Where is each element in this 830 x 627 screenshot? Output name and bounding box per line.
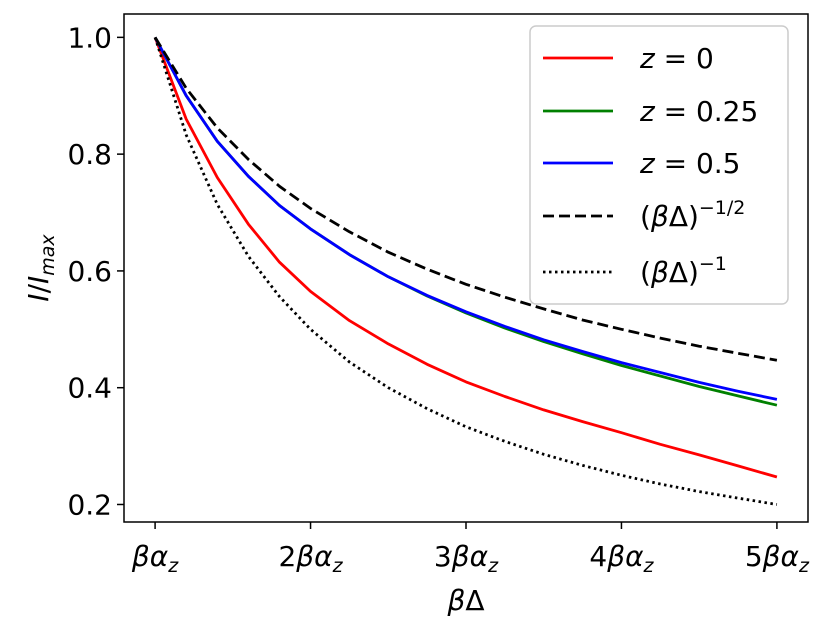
x-tick-label: βαz <box>131 540 179 577</box>
legend-entry: z = 0 <box>543 42 714 75</box>
y-axis: 0.2 0.4 0.6 0.8 1.0 <box>67 21 124 521</box>
legend-entry: (βΔ)−1/2 <box>543 197 745 233</box>
series-lines <box>153 36 778 506</box>
x-axis-label-beta: β <box>446 584 465 617</box>
y-tick-label: 0.4 <box>67 372 112 405</box>
legend: z = 0 z = 0.25 z = 0.5 (βΔ)−1/2 (βΔ)−1 <box>529 25 789 305</box>
legend-label: z = 0 <box>639 42 714 75</box>
series-line-3 <box>153 36 778 362</box>
legend-label: z = 0.25 <box>639 95 758 128</box>
series-line-4 <box>153 36 778 506</box>
y-tick-label: 1.0 <box>67 21 112 54</box>
legend-box <box>529 25 789 305</box>
legend-label: z = 0.5 <box>639 147 741 180</box>
legend-entry: (βΔ)−1 <box>543 253 727 289</box>
legend-label: (βΔ)−1 <box>640 253 727 289</box>
x-tick-label: 2βαz <box>278 540 343 577</box>
x-axis-label-delta: Δ <box>465 584 484 617</box>
y-axis-label: I/Imax <box>22 234 59 302</box>
y-tick-label: 0.6 <box>67 255 112 288</box>
x-tick-label: 4βαz <box>589 540 654 577</box>
x-axis: βαz 2βαz 3βαz 4βαz 5βαz <box>131 522 810 577</box>
y-tick-label: 0.2 <box>67 488 112 521</box>
y-tick-label: 0.8 <box>67 138 112 171</box>
legend-label: (βΔ)−1/2 <box>640 197 745 233</box>
x-tick-label: 3βαz <box>434 540 499 577</box>
legend-entry: z = 0.5 <box>543 147 741 180</box>
series-line-2 <box>153 36 778 401</box>
series-line-0 <box>153 36 778 479</box>
x-tick-label: 5βαz <box>745 540 810 577</box>
legend-entry: z = 0.25 <box>543 95 758 128</box>
x-axis-label: βΔ <box>446 584 484 617</box>
